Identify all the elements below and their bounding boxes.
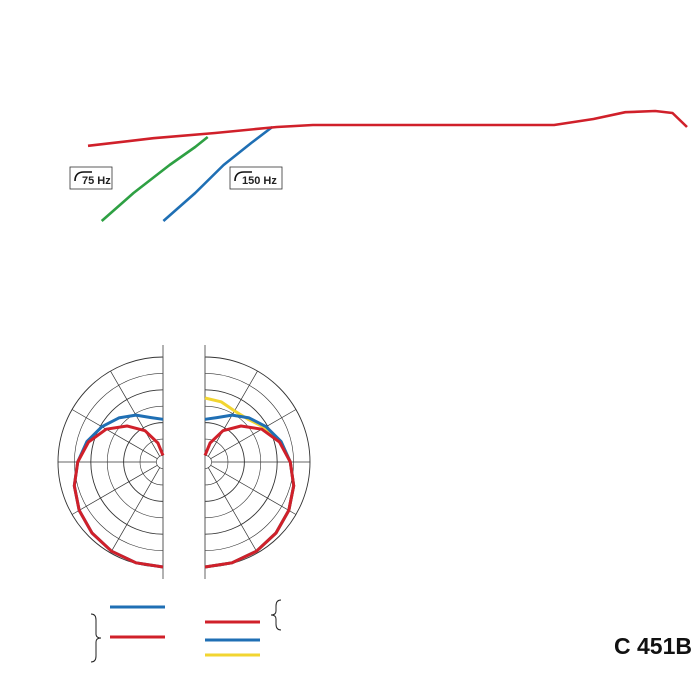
text-layer: 75 Hz 150 Hz [69, 166, 283, 663]
polar-pattern [203, 424, 296, 569]
polar-spoke [210, 464, 297, 515]
polar-minor-ring [204, 455, 212, 469]
polar-spoke [110, 370, 161, 457]
filter-symbol [234, 171, 252, 182]
polar-spoke [110, 467, 161, 554]
annotation-label: 75 Hz [82, 175, 111, 187]
response-curve [87, 109, 688, 148]
legend-brace [270, 599, 282, 631]
grid-layer [57, 345, 311, 579]
polar-pattern [204, 413, 296, 569]
polar-spoke [71, 464, 158, 515]
marks-layer [72, 109, 688, 657]
polar-spoke [71, 409, 158, 460]
legend-brace [90, 613, 102, 663]
response-curve [100, 135, 209, 222]
polar-spoke [210, 409, 297, 460]
polar-pattern [72, 424, 165, 569]
annotation-label: 150 Hz [242, 175, 277, 187]
polar-pattern [204, 396, 296, 569]
polar-minor-ring [156, 455, 164, 469]
polar-pattern [72, 413, 164, 569]
model-caption: C 451B [614, 633, 692, 659]
polar-spoke [207, 370, 258, 457]
polar-spoke [207, 467, 258, 554]
response-curve [162, 125, 274, 222]
filter-symbol [74, 171, 92, 182]
